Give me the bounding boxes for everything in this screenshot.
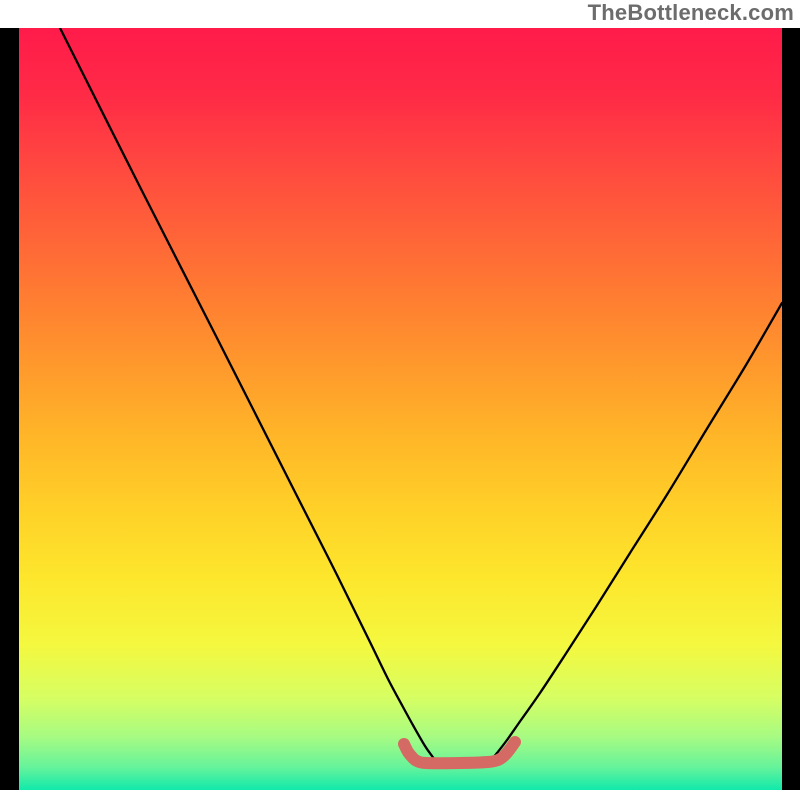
watermark-text: TheBottleneck.com	[588, 0, 794, 26]
left-side-bar	[0, 28, 19, 790]
right-side-bar	[782, 28, 800, 790]
chart-container: TheBottleneck.com	[0, 0, 800, 800]
bottleneck-chart	[0, 0, 800, 800]
chart-background	[19, 28, 782, 790]
